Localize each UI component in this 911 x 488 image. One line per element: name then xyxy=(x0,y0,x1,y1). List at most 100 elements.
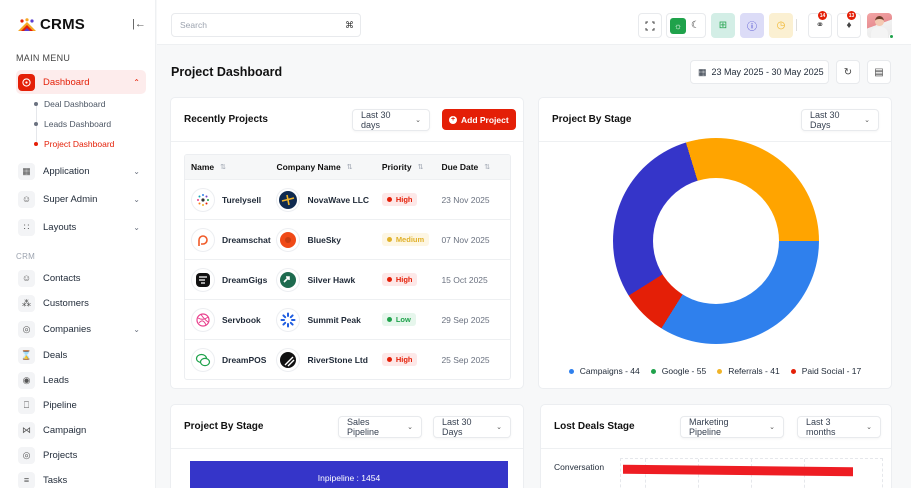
column-header-company[interactable]: Company Name ⇅ xyxy=(276,162,381,172)
table-row[interactable]: Servbook Summit Peak Low 29 Sep 2025 xyxy=(185,299,510,339)
column-header-name[interactable]: Name ⇅ xyxy=(185,162,276,172)
collapse-sidebar-icon[interactable]: |← xyxy=(132,18,146,30)
chevron-down-icon: ⌄ xyxy=(866,424,872,431)
sidebar-item-leads[interactable]: ◉ Leads xyxy=(16,368,146,392)
refresh-button[interactable]: ↻ xyxy=(836,60,860,84)
recent-projects-card: Recently Projects Last 30 days ⌄ + Add P… xyxy=(170,97,524,389)
priority-label: Low xyxy=(395,315,411,324)
sidebar-item-label: Application xyxy=(43,165,90,177)
light-mode-icon[interactable]: ☼ xyxy=(670,17,686,34)
chevron-down-icon: ⌄ xyxy=(133,222,140,232)
bullet-icon xyxy=(34,102,38,106)
sidebar-item-dashboard[interactable]: Dashboard ⌃ xyxy=(16,70,146,94)
search-box[interactable]: ⌘ xyxy=(171,13,361,37)
period-select[interactable]: Last 30 days ⌄ xyxy=(352,109,430,131)
priority-badge: Medium xyxy=(381,233,430,246)
dark-mode-icon[interactable]: ☾ xyxy=(691,20,700,31)
bullet-icon xyxy=(34,122,38,126)
sidebar-item-application[interactable]: ▦ Application ⌄ xyxy=(16,159,146,183)
card-header: Lost Deals Stage Marketing Pipeline ⌄ La… xyxy=(541,405,891,449)
turelysell-logo-icon xyxy=(191,187,215,212)
sidebar-subitem-leads-dashboard[interactable]: Leads Dashboard xyxy=(34,119,111,129)
messages-button[interactable]: ⚭ 14 xyxy=(808,11,832,38)
due-date: 29 Sep 2025 xyxy=(441,314,490,325)
sidebar-item-label: Campaign xyxy=(43,424,87,436)
sidebar-item-super-admin[interactable]: ☺ Super Admin ⌄ xyxy=(16,187,146,211)
sidebar-item-deals[interactable]: ⌛ Deals xyxy=(16,343,146,367)
pipeline-select[interactable]: Sales Pipeline ⌄ xyxy=(338,416,422,438)
due-date: 15 Oct 2025 xyxy=(441,274,488,285)
legend-dot-icon xyxy=(650,368,656,374)
sidebar-item-campaign[interactable]: ⋈ Campaign xyxy=(16,418,146,442)
logo-mark-icon xyxy=(18,17,36,31)
chevron-up-icon: ⌃ xyxy=(133,77,140,87)
sidebar-item-label: Projects xyxy=(43,449,78,461)
legend-label: Google - 55 xyxy=(661,366,707,376)
theme-toggle[interactable]: ☼ ☾ xyxy=(666,13,706,38)
sidebar-item-customers[interactable]: ⁂ Customers xyxy=(16,291,146,315)
campaign-icon: ⋈ xyxy=(18,421,35,439)
sidebar-item-projects[interactable]: ◎ Projects xyxy=(16,443,146,467)
project-name: DreamGigs xyxy=(222,274,268,285)
help-button[interactable]: ⓘ xyxy=(740,13,764,38)
sort-icon: ⇅ xyxy=(220,164,227,171)
sidebar-subitem-deal-dashboard[interactable]: Deal Dashboard xyxy=(34,99,105,109)
sidebar-item-pipeline[interactable]: ⎕ Pipeline xyxy=(16,393,146,417)
project-name: Turelysell xyxy=(222,194,262,205)
date-range-picker[interactable]: ▦ 23 May 2025 - 30 May 2025 xyxy=(690,60,829,84)
avatar-head xyxy=(875,16,884,26)
legend-item-referrals[interactable]: Referrals - 41 xyxy=(717,366,780,376)
company-name: NovaWave LLC xyxy=(307,194,370,205)
card-header: Project By Stage Sales Pipeline ⌄ Last 3… xyxy=(171,405,523,449)
timer-button[interactable]: ◷ xyxy=(769,13,793,38)
pipeline-icon: ⎕ xyxy=(18,396,35,414)
select-value: Sales Pipeline xyxy=(347,417,380,437)
apps-button[interactable]: ⊞ xyxy=(711,13,735,38)
company-name: RiverStone Ltd xyxy=(307,354,368,365)
select-value: Last 30 Days xyxy=(442,417,472,437)
sidebar-item-label: Deals xyxy=(43,349,68,361)
legend-item-paid-social[interactable]: Paid Social - 17 xyxy=(790,366,862,376)
sidebar-subitem-project-dashboard[interactable]: Project Dashboard xyxy=(34,139,114,149)
command-key-icon: ⌘ xyxy=(345,19,354,30)
legend-item-campaigns[interactable]: Campaigns - 44 xyxy=(568,366,640,376)
table-row[interactable]: DreamPOS RiverStone Ltd High 25 Sep 2025 xyxy=(185,339,510,379)
table-row[interactable]: Turelysell NovaWave LLC High 23 Nov 2025 xyxy=(185,179,510,219)
sidebar-item-label: Super Admin xyxy=(43,193,98,205)
brand-logo[interactable]: CRMS xyxy=(18,16,85,33)
priority-badge: Low xyxy=(381,313,416,326)
column-header-due-date[interactable]: Due Date ⇅ xyxy=(441,162,510,172)
sidebar-item-label: Companies xyxy=(43,323,92,335)
legend-item-google[interactable]: Google - 55 xyxy=(650,366,707,376)
funnel-bar-inpipeline[interactable]: Inpipeline : 1454 xyxy=(190,461,508,488)
company-name: Silver Hawk xyxy=(307,274,356,285)
search-input[interactable] xyxy=(180,20,340,30)
sidebar-item-label: Tasks xyxy=(43,474,68,486)
legend-dot-icon xyxy=(568,368,574,374)
table-row[interactable]: Dreamschat BlueSky Medium 07 Nov 2025 xyxy=(185,219,510,259)
notifications-button[interactable]: ♦ 13 xyxy=(837,11,861,38)
period-select[interactable]: Last 30 Days ⌄ xyxy=(433,416,511,438)
column-header-priority[interactable]: Priority ⇅ xyxy=(382,162,442,172)
sidebar-item-companies[interactable]: ◎ Companies ⌄ xyxy=(16,317,146,341)
table-row[interactable]: DreamGigs Silver Hawk High 15 Oct 2025 xyxy=(185,259,510,299)
period-select[interactable]: Last 30 Days ⌄ xyxy=(801,109,879,131)
legend-label: Paid Social - 17 xyxy=(801,366,862,376)
card-title: Recently Projects xyxy=(184,114,268,125)
clock-icon: ◷ xyxy=(776,20,786,31)
fullscreen-button[interactable] xyxy=(638,13,662,38)
bar-label: Inpipeline : 1454 xyxy=(317,473,381,483)
pipeline-select[interactable]: Marketing Pipeline ⌄ xyxy=(680,416,784,438)
user-avatar[interactable] xyxy=(867,13,892,38)
project-by-stage-donut-card: Project By Stage Last 30 Days ⌄ Campaign… xyxy=(538,97,892,389)
add-project-button[interactable]: + Add Project xyxy=(442,109,516,130)
period-select[interactable]: Last 3 months ⌄ xyxy=(797,416,881,438)
column-label: Due Date xyxy=(441,162,479,172)
bluesky-logo-icon xyxy=(276,227,301,252)
super-admin-icon: ☺ xyxy=(18,190,35,208)
sidebar-item-layouts[interactable]: ∷ Layouts ⌄ xyxy=(16,215,146,239)
bell-icon: ♦ xyxy=(846,20,852,31)
sidebar-item-contacts[interactable]: ☺ Contacts xyxy=(16,266,146,290)
collapse-header-button[interactable]: ▤ xyxy=(867,60,891,84)
sidebar-item-tasks[interactable]: ≡ Tasks xyxy=(16,468,146,488)
